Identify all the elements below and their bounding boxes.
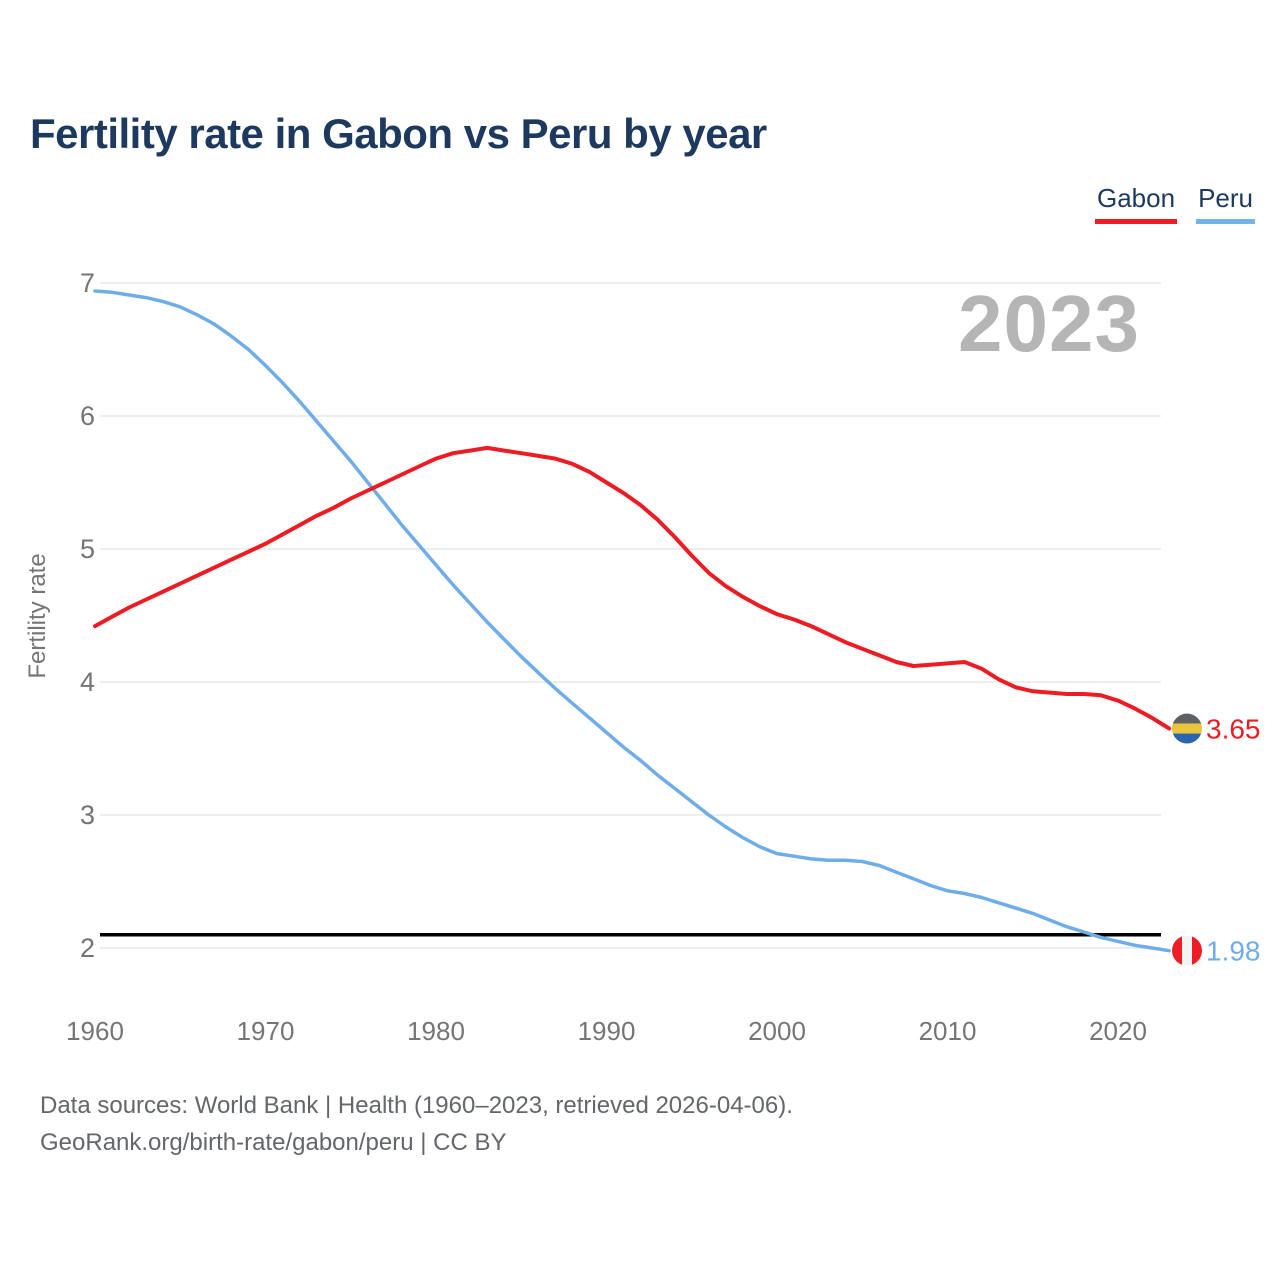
x-tick-label-2020: 2020 — [1089, 1016, 1147, 1046]
x-tick-label-2010: 2010 — [919, 1016, 977, 1046]
footer: Data sources: World Bank | Health (1960–… — [40, 1087, 793, 1161]
x-tick-label-2000: 2000 — [748, 1016, 806, 1046]
series-line-peru — [93, 289, 1171, 953]
y-tick-label-6: 6 — [80, 401, 95, 431]
year-watermark: 2023 — [958, 279, 1140, 368]
gabon-flag-icon — [1172, 713, 1202, 744]
legend-label-peru: Peru — [1198, 183, 1253, 213]
y-tick-label-4: 4 — [80, 667, 95, 697]
peru-flag-icon — [1172, 935, 1202, 966]
page-title: Fertility rate in Gabon vs Peru by year — [30, 110, 767, 157]
y-tick-label-2: 2 — [80, 933, 95, 963]
x-tick-label-1960: 1960 — [66, 1016, 124, 1046]
end-value-label-gabon: 3.65 — [1206, 714, 1261, 745]
x-tick-label-1970: 1970 — [237, 1016, 295, 1046]
footer-source-line: Data sources: World Bank | Health (1960–… — [40, 1092, 793, 1119]
series-line-gabon — [93, 445, 1172, 731]
chart-legend: Gabon Peru — [1095, 183, 1255, 224]
legend-label-gabon: Gabon — [1097, 183, 1176, 213]
legend-item-peru[interactable]: Peru — [1196, 183, 1255, 224]
end-value-label-peru: 1.98 — [1206, 936, 1261, 967]
legend-item-gabon[interactable]: Gabon — [1095, 183, 1178, 224]
x-tick-label-1980: 1980 — [407, 1016, 465, 1046]
y-tick-label-3: 3 — [80, 800, 95, 830]
footer-attribution-line: GeoRank.org/birth-rate/gabon/peru | CC B… — [40, 1129, 507, 1156]
x-tick-label-1990: 1990 — [578, 1016, 636, 1046]
y-tick-label-7: 7 — [80, 268, 95, 298]
y-tick-label-5: 5 — [80, 534, 95, 564]
y-axis-title: Fertility rate — [24, 553, 51, 678]
